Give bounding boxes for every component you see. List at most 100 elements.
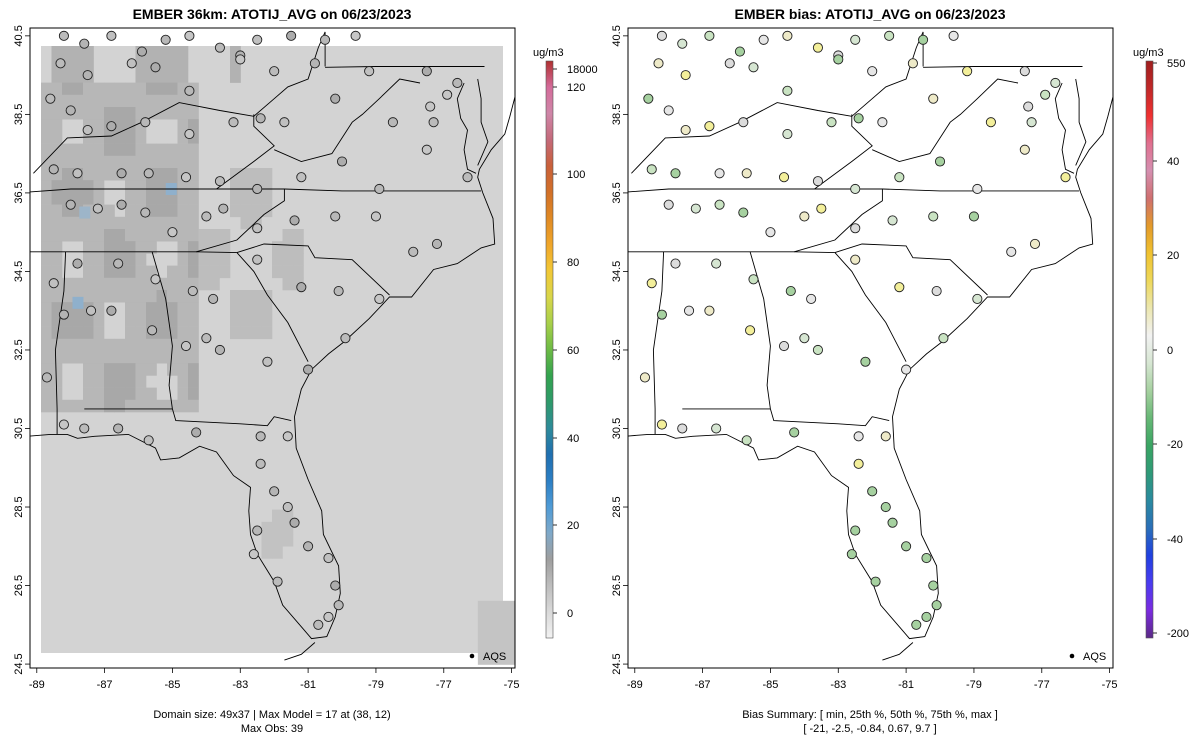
grid-cell <box>93 143 105 157</box>
bias-site-point <box>670 168 681 179</box>
aqs-site-point <box>191 427 202 438</box>
grid-cell <box>188 180 199 193</box>
grid-cell <box>135 326 147 340</box>
grid-cell <box>188 351 199 364</box>
grid-cell <box>135 302 147 315</box>
left-x-tick-label: -83 <box>232 679 248 691</box>
grid-cell <box>83 338 94 352</box>
aqs-site-point <box>72 258 83 269</box>
grid-cell <box>72 70 84 83</box>
grid-cell <box>177 46 189 59</box>
grid-cell <box>72 229 84 242</box>
grid-cell <box>93 302 105 315</box>
grid-cell <box>177 241 189 254</box>
grid-cell <box>261 314 273 327</box>
grid-cell <box>114 143 126 157</box>
aqs-site-point <box>252 525 263 536</box>
grid-cell <box>83 143 94 157</box>
grid-cell <box>41 399 52 413</box>
bias-site-point <box>748 274 759 285</box>
grid-cell <box>83 155 94 169</box>
grid-cell <box>114 290 126 303</box>
right-y-tick-label: 28.5 <box>611 496 623 517</box>
aqs-site-point <box>248 549 259 560</box>
grid-cell <box>198 229 210 242</box>
aqs-site-point <box>340 333 351 344</box>
grid-cell <box>146 107 157 120</box>
grid-cell <box>51 155 63 169</box>
bias-site-point <box>934 156 946 167</box>
grid-cell <box>177 94 189 108</box>
grid-cell <box>83 229 94 242</box>
bias-site-point <box>816 203 827 214</box>
map-line <box>151 251 173 409</box>
right-y-tick-label: 26.5 <box>611 575 623 596</box>
grid-cell <box>135 265 147 279</box>
grid-cell <box>114 94 126 108</box>
grid-cell <box>41 119 52 132</box>
grid-cell <box>240 168 252 181</box>
bias-summary-line-1: Bias Summary: [ min, 25th %, 50th %, 75t… <box>742 709 998 721</box>
grid-cell <box>177 131 189 144</box>
grid-cell <box>72 82 84 96</box>
grid-cell <box>230 302 241 315</box>
map-line <box>54 251 67 435</box>
grid-cell <box>135 277 147 291</box>
grid-cell <box>62 229 73 242</box>
aqs-site-point <box>65 105 76 116</box>
grid-cell <box>135 351 147 364</box>
aqs-site-point <box>150 274 161 285</box>
grid-cell <box>230 192 241 205</box>
grid-cell <box>51 70 63 83</box>
bias-site-point <box>806 293 817 304</box>
grid-cell <box>156 192 168 205</box>
grid-cell <box>51 94 63 108</box>
grid-cell <box>272 509 283 523</box>
grid-cell <box>156 180 168 193</box>
grid-cell <box>104 82 115 96</box>
map-line <box>749 251 771 409</box>
left-x-tick-label: -79 <box>368 679 384 691</box>
aqs-site-point <box>374 293 385 304</box>
grid-cell <box>41 216 52 230</box>
grid-cell <box>62 82 73 96</box>
grid-cell <box>51 119 63 132</box>
grid-cell <box>104 277 115 291</box>
grid-cell <box>83 314 94 327</box>
grid-cell <box>62 143 73 157</box>
grid-cell <box>240 204 252 218</box>
bias-site-point <box>907 58 918 69</box>
grid-cell <box>114 155 126 169</box>
bias-site-point <box>1006 246 1017 257</box>
grid-cell <box>167 326 178 340</box>
grid-cell <box>146 82 157 96</box>
grid-cell <box>41 351 52 364</box>
grid-cell <box>93 241 105 254</box>
bias-site-point <box>646 164 657 175</box>
map-line <box>882 642 914 661</box>
grid-cell <box>93 277 105 291</box>
bias-site-point <box>846 549 857 560</box>
grid-cell <box>146 180 157 193</box>
aqs-site-point <box>421 66 432 77</box>
grid-cell <box>62 204 73 218</box>
bias-summary-line-2: [ -21, -2.5, -0.84, 0.67, 9.7 ] <box>803 723 936 735</box>
grid-cell <box>188 107 199 120</box>
bias-site-point <box>918 34 929 45</box>
left-legend-marker <box>469 653 475 659</box>
grid-cell <box>104 143 115 157</box>
aqs-site-point <box>184 85 195 96</box>
aqs-site-point <box>85 305 97 316</box>
grid-cell <box>156 155 168 169</box>
grid-cell <box>177 351 189 364</box>
grid-cell <box>125 180 136 193</box>
aqs-site-point <box>421 144 432 155</box>
grid-cell <box>156 107 168 120</box>
grid-cell <box>198 277 210 291</box>
bias-site-point <box>683 305 695 316</box>
grid-cell <box>62 168 73 181</box>
grid-cell <box>198 253 210 266</box>
right-x-tick-label: -89 <box>627 679 643 691</box>
grid-cell <box>125 155 136 169</box>
